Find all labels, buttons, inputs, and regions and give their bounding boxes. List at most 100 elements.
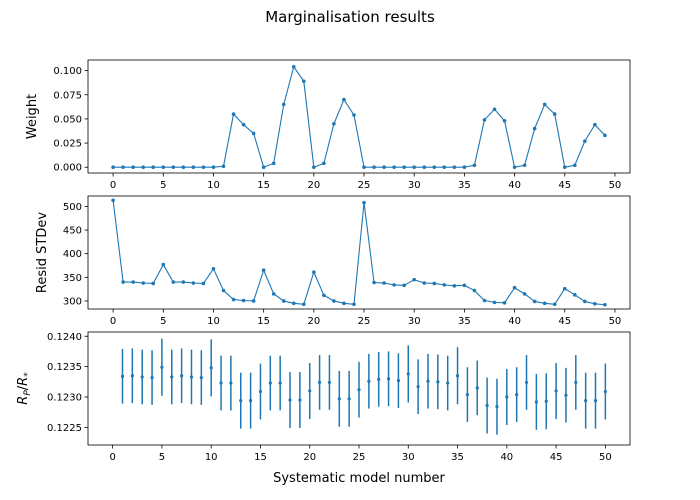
- resid-stdev-line: [112, 200, 605, 306]
- resid-stdev-point: [271, 292, 276, 296]
- radius-ratio-xtick-label: 5: [159, 452, 165, 463]
- radius-ratio-xtick-label: 35: [451, 452, 464, 463]
- radius-ratio-point: [278, 381, 282, 385]
- radius-ratio-xtick-label: 25: [353, 452, 366, 463]
- weight-xtick-label: 15: [257, 180, 270, 191]
- radius-ratio-point: [534, 400, 538, 404]
- radius-ratio-ticks: 0 5 10 15 20 25 30 35 40 45 50 0.1225 0.1230 0.1235 0.…: [47, 332, 612, 463]
- resid-stdev-point: [362, 200, 366, 205]
- weight-point: [472, 163, 477, 168]
- radius-ratio-point: [603, 389, 607, 394]
- radius-ratio-point: [160, 365, 164, 369]
- radius-ratio-point: [584, 399, 588, 403]
- weight-point: [452, 165, 457, 170]
- resid-stdev-point: [422, 281, 427, 285]
- weight-point: [502, 119, 507, 123]
- figure-title: Marginalisation results: [265, 8, 435, 26]
- weight-point: [583, 139, 587, 143]
- resid-stdev-point: [342, 301, 346, 306]
- weight-point: [221, 164, 226, 169]
- weight-xtick-label: 50: [609, 180, 622, 191]
- resid-stdev-point: [603, 302, 607, 307]
- weight-point: [151, 165, 156, 170]
- weight-point: [322, 161, 326, 166]
- resid-stdev-point: [502, 301, 507, 305]
- radius-ratio-point: [495, 405, 499, 409]
- resid-stdev-point: [552, 302, 557, 307]
- resid-stdev-point: [201, 281, 206, 286]
- resid-stdev-point: [312, 270, 316, 274]
- radius-ratio-xtick-label: 30: [402, 452, 415, 463]
- weight-axes-frame: [87, 59, 631, 174]
- weight-point: [362, 165, 366, 170]
- weight-point: [572, 163, 577, 168]
- weight-point: [392, 165, 396, 170]
- resid-stdev-point: [231, 297, 236, 302]
- weight-point: [332, 121, 336, 126]
- radius-ratio-point: [386, 377, 391, 381]
- resid-stdev-point: [191, 281, 196, 285]
- radius-ratio-point: [298, 398, 302, 402]
- resid-stdev-series: [111, 198, 607, 307]
- radius-ratio-xtick-label: 50: [599, 452, 612, 463]
- weight-point: [211, 165, 216, 170]
- radius-ratio-xtick-label: 15: [254, 452, 267, 463]
- weight-point: [342, 97, 346, 102]
- weight-point: [482, 118, 487, 122]
- radius-ratio-xlabel: Systematic model number: [273, 471, 445, 486]
- resid-stdev-point: [452, 284, 457, 288]
- radius-ratio-point: [288, 398, 292, 402]
- resid-stdev-point: [542, 301, 547, 306]
- radius-ratio-point: [308, 389, 312, 393]
- resid-stdev-point: [241, 298, 246, 303]
- radius-ratio-point: [317, 380, 322, 385]
- weight-point: [562, 165, 567, 170]
- resid-stdev-xtick-label: 0: [110, 316, 116, 327]
- resid-stdev-xtick-label: 10: [207, 316, 220, 327]
- resid-stdev-xtick-label: 30: [408, 316, 421, 327]
- resid-stdev-point: [352, 302, 356, 307]
- radius-ratio-point: [347, 397, 351, 401]
- radius-ratio-point: [544, 399, 548, 403]
- resid-stdev-xtick-label: 35: [458, 316, 471, 327]
- radius-ratio-point: [180, 374, 184, 378]
- resid-stdev-point: [251, 299, 256, 303]
- weight-point: [492, 107, 497, 112]
- weight-point: [552, 112, 557, 116]
- radius-ratio-point: [396, 379, 401, 383]
- weight-point: [352, 113, 356, 117]
- resid-stdev-ytick-label: 450: [63, 226, 82, 237]
- radius-ratio-point: [574, 380, 578, 385]
- radius-ratio-point: [485, 403, 489, 408]
- weight-point: [312, 165, 316, 170]
- weight-point: [432, 165, 437, 170]
- radius-ratio-axes-frame: [87, 331, 631, 446]
- weight-point: [271, 161, 276, 166]
- resid-stdev-point: [562, 286, 567, 291]
- resid-stdev-point: [211, 267, 216, 271]
- radius-ratio-point: [505, 395, 509, 399]
- radius-ratio-point: [150, 375, 154, 380]
- radius-ratio-point: [209, 366, 213, 370]
- resid-stdev-xtick-label: 20: [307, 316, 320, 327]
- radius-ratio-point: [239, 399, 243, 403]
- resid-stdev-point: [301, 302, 306, 307]
- weight-point: [512, 165, 517, 170]
- resid-stdev-point: [221, 288, 226, 293]
- resid-stdev-point: [412, 277, 417, 282]
- resid-stdev-point: [171, 280, 176, 284]
- radius-ratio-xtick-label: 20: [303, 452, 316, 463]
- resid-stdev-point: [131, 280, 135, 284]
- resid-stdev-point: [181, 280, 186, 284]
- radius-ratio-point: [170, 375, 174, 379]
- radius-ratio-point: [337, 397, 341, 401]
- weight-point: [442, 165, 447, 170]
- radius-ratio-point: [229, 381, 233, 385]
- weight-point: [201, 165, 206, 170]
- radius-ratio-point: [446, 381, 450, 385]
- weight-xtick-label: 20: [307, 180, 320, 191]
- weight-point: [462, 165, 467, 170]
- weight-point: [532, 126, 537, 131]
- resid-stdev-point: [161, 262, 166, 267]
